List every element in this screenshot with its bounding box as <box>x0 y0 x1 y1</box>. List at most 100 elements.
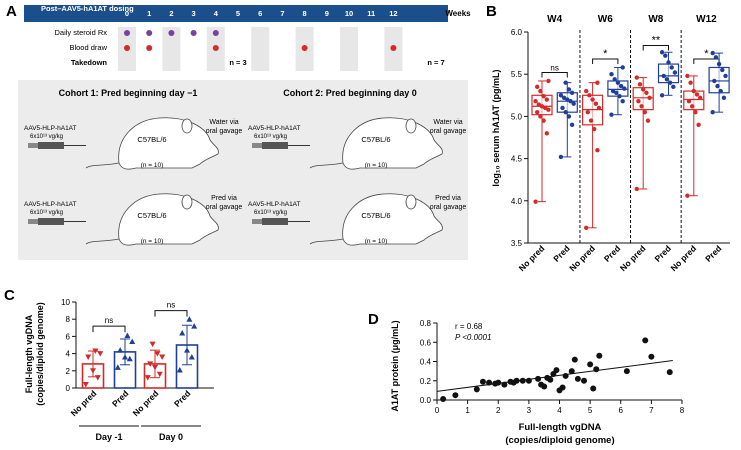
c-sig-bracket <box>92 325 126 333</box>
row-label-takedown: Takedown <box>71 58 108 67</box>
c-group-label: Day 0 <box>159 432 183 442</box>
c-point <box>85 354 92 361</box>
b-point <box>541 93 546 99</box>
strain-label: C57BL/6 <box>361 135 390 144</box>
week-column-band <box>340 27 358 71</box>
b-point <box>645 118 651 123</box>
b-point <box>612 77 617 82</box>
b-point <box>541 118 546 123</box>
d-point <box>587 361 594 368</box>
vector-label: AAV5-HLP-hA1AT <box>24 201 77 208</box>
b-xtick-label: Pred <box>551 243 571 263</box>
mouse-tail-icon <box>85 162 120 169</box>
b-point <box>538 88 543 94</box>
cohort2-title: Cohort 2: Pred beginning day 0 <box>283 88 417 98</box>
b-ytick-label: 4.5 <box>511 155 523 164</box>
d-ytick-label: 0.8 <box>420 319 432 328</box>
b-point <box>533 99 538 104</box>
b-point <box>716 61 722 67</box>
c-ytick-label: 0 <box>66 384 71 393</box>
b-point <box>615 80 621 85</box>
c-xtick-label: No pred <box>131 388 161 418</box>
b-point <box>558 154 564 160</box>
b-ytick-label: 5.0 <box>511 112 523 121</box>
d-point <box>452 392 459 399</box>
strain-label: C57BL/6 <box>137 211 166 220</box>
c-sig-bracket <box>154 310 188 317</box>
b-point <box>723 73 728 79</box>
c-point <box>126 355 133 362</box>
b-point <box>641 87 646 92</box>
mouse-ear-icon <box>405 118 417 134</box>
b-point <box>688 80 693 85</box>
c-ytick-label: 4 <box>66 350 71 359</box>
n-label: (n = 10) <box>141 162 164 169</box>
syringe-icon <box>38 218 64 225</box>
treatment-label-line1: Pred via <box>211 195 237 202</box>
b-xtick-label: Pred <box>703 243 723 263</box>
n-label: (n = 10) <box>365 238 388 245</box>
row-label-steroid: Daily steroid Rx <box>54 28 107 37</box>
b-group-title: W8 <box>648 14 663 25</box>
c-point <box>114 364 121 370</box>
b-ytick-label: 3.5 <box>511 239 523 248</box>
d-point <box>666 369 673 376</box>
b-xtick-label: No pred <box>668 243 698 273</box>
week-number: 3 <box>192 9 196 18</box>
n-label: (n = 10) <box>141 238 164 245</box>
takedown-week12: n = 7 <box>427 58 444 67</box>
panel-label-d: D <box>368 311 379 328</box>
week-number: 11 <box>367 9 375 18</box>
timeline-dot <box>190 30 197 36</box>
b-point <box>535 84 540 90</box>
c-xtick-label: Pred <box>172 388 192 408</box>
timeline-dot <box>301 45 308 51</box>
d-point <box>535 375 542 382</box>
cohort-arm: AAV5-HLP-hA1AT 6x10¹³ vg/kg C57BL/6 (n = 10… <box>248 193 466 246</box>
b-point <box>685 193 690 198</box>
dose-label: 6x10¹³ vg/kg <box>30 210 63 216</box>
b-point <box>561 95 567 101</box>
b-point <box>690 104 695 109</box>
b-point <box>592 126 597 132</box>
b-point <box>560 105 565 111</box>
b-point <box>609 112 614 117</box>
timeline-dot <box>146 30 153 36</box>
timeline-dot <box>390 45 397 51</box>
b-point <box>710 109 715 115</box>
c-ylabel: Full-length vgDNA (copies/diploid genome… <box>24 302 45 406</box>
b-point <box>584 88 589 94</box>
b-group-title: W6 <box>598 14 613 25</box>
b-ylabel: log₁₀ serum hA1AT (pg/mL) <box>491 69 501 186</box>
c-point <box>152 364 158 371</box>
c-point <box>176 366 183 373</box>
week-number: 4 <box>214 9 219 18</box>
syringe-icon <box>262 142 288 149</box>
b-point <box>544 131 549 136</box>
b-point <box>694 92 700 97</box>
syringe-plunger-icon <box>28 219 38 224</box>
b-point <box>713 55 719 60</box>
c-point <box>82 382 89 388</box>
d-point <box>623 368 630 375</box>
b-point <box>596 105 602 111</box>
c-point <box>149 341 156 348</box>
c-point <box>154 351 161 357</box>
mouse-tail-icon <box>309 238 344 245</box>
mouse-icon <box>118 117 219 170</box>
week-number: 10 <box>345 9 353 18</box>
dose-label: 6x10¹³ vg/kg <box>30 134 63 140</box>
d-point <box>562 372 569 379</box>
d-point <box>541 383 548 390</box>
b-point <box>566 87 572 92</box>
syringe-icon <box>38 142 64 149</box>
b-point <box>634 75 639 80</box>
d-xtick-label: 0 <box>435 406 440 415</box>
b-group-title: W12 <box>696 14 717 25</box>
b-sig-label: ** <box>652 35 661 47</box>
b-sig-label: ns <box>550 64 558 73</box>
b-point <box>663 53 668 58</box>
vector-label: AAV5-HLP-hA1AT <box>24 125 77 132</box>
b-point <box>642 109 647 115</box>
d-point <box>440 396 447 403</box>
